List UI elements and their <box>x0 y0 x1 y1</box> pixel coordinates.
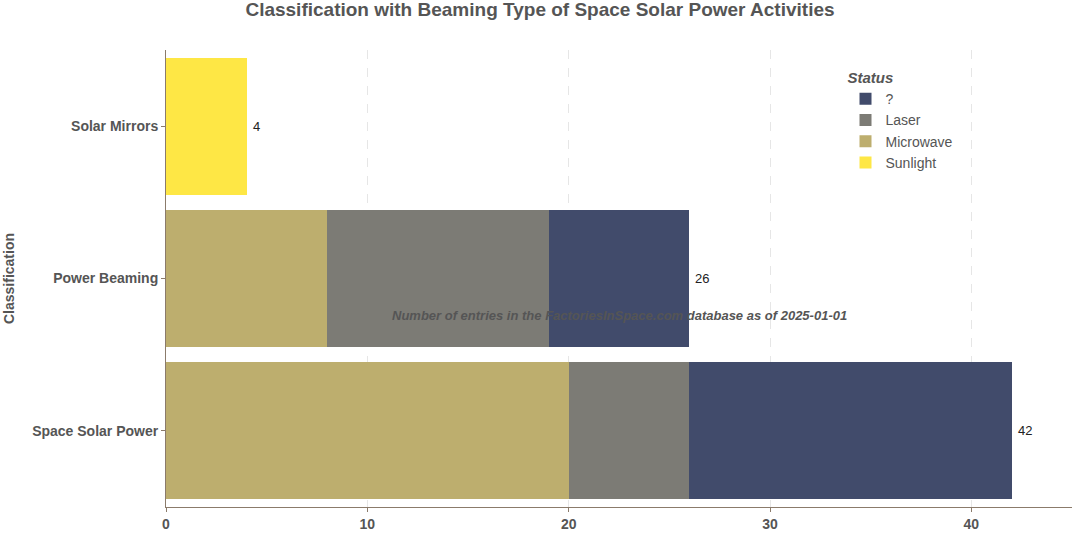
svg-text:40: 40 <box>964 516 980 532</box>
svg-text:20: 20 <box>561 516 577 532</box>
svg-text:Space Solar Power: Space Solar Power <box>32 423 159 439</box>
svg-text:Classification: Classification <box>1 233 17 324</box>
svg-text:0: 0 <box>162 516 170 532</box>
svg-text:Number of entries in the Facto: Number of entries in the FactoriesInSpac… <box>392 308 847 323</box>
svg-text:10: 10 <box>360 516 376 532</box>
svg-text:Status: Status <box>848 69 894 86</box>
svg-text:Laser: Laser <box>886 112 921 128</box>
svg-text:Solar Mirrors: Solar Mirrors <box>71 118 158 134</box>
svg-text:Sunlight: Sunlight <box>886 155 937 171</box>
svg-text:4: 4 <box>253 119 260 134</box>
svg-text:Power Beaming: Power Beaming <box>53 270 158 286</box>
svg-text:?: ? <box>886 91 894 107</box>
svg-text:30: 30 <box>762 516 778 532</box>
svg-text:Microwave: Microwave <box>886 134 953 150</box>
svg-text:42: 42 <box>1018 423 1032 438</box>
svg-text:Classification with Beaming Ty: Classification with Beaming Type of Spac… <box>245 0 834 20</box>
svg-text:26: 26 <box>695 271 709 286</box>
